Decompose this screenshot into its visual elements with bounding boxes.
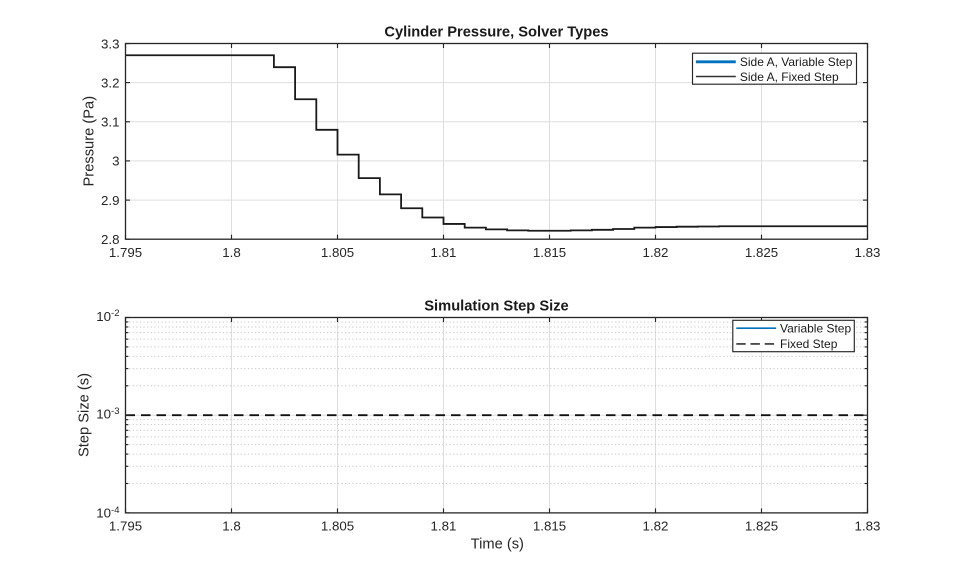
svg-text:3.1: 3.1 [101, 115, 120, 130]
svg-text:1.815: 1.815 [533, 518, 566, 533]
svg-text:Side A, Fixed Step: Side A, Fixed Step [740, 70, 839, 84]
svg-text:1.805: 1.805 [321, 245, 354, 260]
svg-text:1.8: 1.8 [222, 245, 241, 260]
svg-text:1.8: 1.8 [222, 518, 241, 533]
svg-text:1.81: 1.81 [431, 518, 457, 533]
svg-text:Step Size (s): Step Size (s) [77, 373, 93, 457]
svg-text:1.83: 1.83 [855, 518, 881, 533]
svg-text:Pressure (Pa): Pressure (Pa) [82, 96, 98, 187]
svg-text:Fixed Step: Fixed Step [780, 337, 838, 351]
svg-text:1.83: 1.83 [855, 245, 881, 260]
svg-text:3.2: 3.2 [101, 75, 120, 90]
svg-text:10-4: 10-4 [96, 505, 119, 521]
svg-text:3.3: 3.3 [101, 36, 120, 51]
svg-text:1.815: 1.815 [533, 245, 566, 260]
svg-text:1.795: 1.795 [109, 518, 142, 533]
svg-text:1.82: 1.82 [643, 518, 669, 533]
svg-text:3: 3 [112, 154, 119, 169]
svg-text:1.82: 1.82 [643, 245, 669, 260]
svg-text:1.805: 1.805 [321, 518, 354, 533]
svg-text:1.825: 1.825 [745, 245, 778, 260]
svg-text:1.81: 1.81 [431, 245, 457, 260]
svg-text:2.9: 2.9 [101, 193, 120, 208]
svg-text:Cylinder Pressure, Solver Type: Cylinder Pressure, Solver Types [384, 25, 608, 41]
svg-text:2.8: 2.8 [101, 232, 120, 247]
svg-text:Time (s): Time (s) [471, 537, 524, 553]
svg-text:1.795: 1.795 [109, 245, 142, 260]
svg-text:10-3: 10-3 [96, 406, 119, 422]
svg-text:Side A, Variable Step: Side A, Variable Step [740, 55, 853, 69]
svg-text:Variable Step: Variable Step [780, 322, 851, 336]
svg-text:10-2: 10-2 [96, 308, 119, 324]
svg-text:Simulation Step Size: Simulation Step Size [424, 299, 568, 315]
svg-text:1.825: 1.825 [745, 518, 778, 533]
